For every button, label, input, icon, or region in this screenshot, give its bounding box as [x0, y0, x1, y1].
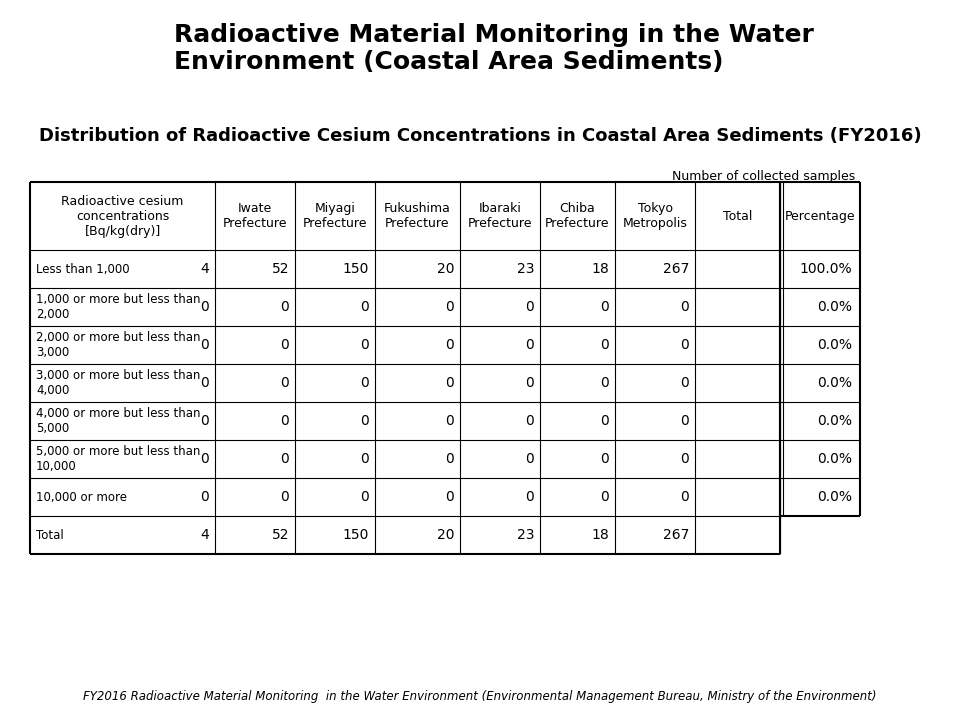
Text: 0: 0 — [201, 415, 209, 428]
Text: 0: 0 — [201, 300, 209, 315]
Text: 0.0%: 0.0% — [817, 300, 852, 315]
Text: 5,000 or more but less than
10,000: 5,000 or more but less than 10,000 — [36, 446, 201, 474]
Text: 0: 0 — [525, 415, 534, 428]
Text: 0: 0 — [445, 490, 454, 505]
Text: 0.0%: 0.0% — [817, 377, 852, 390]
Text: 150: 150 — [343, 528, 369, 542]
Text: 0: 0 — [525, 300, 534, 315]
Text: 0: 0 — [681, 338, 689, 352]
Text: 0.0%: 0.0% — [817, 490, 852, 505]
Text: 0: 0 — [681, 490, 689, 505]
Text: 0: 0 — [681, 452, 689, 467]
Text: 0: 0 — [360, 338, 369, 352]
Text: 20: 20 — [437, 528, 454, 542]
Text: 0: 0 — [681, 415, 689, 428]
Text: 23: 23 — [516, 528, 534, 542]
Text: 0: 0 — [280, 300, 289, 315]
Text: 0: 0 — [600, 452, 609, 467]
Text: 0: 0 — [525, 490, 534, 505]
Text: 23: 23 — [516, 262, 534, 276]
Text: 100.0%: 100.0% — [800, 262, 852, 276]
Text: 0: 0 — [360, 490, 369, 505]
Text: 0: 0 — [681, 300, 689, 315]
Text: 150: 150 — [343, 262, 369, 276]
Text: 0: 0 — [600, 415, 609, 428]
Text: 0: 0 — [360, 415, 369, 428]
Text: 4: 4 — [201, 528, 209, 542]
Text: 0.0%: 0.0% — [817, 452, 852, 467]
Text: 0: 0 — [525, 338, 534, 352]
Text: 0: 0 — [201, 377, 209, 390]
Text: 0: 0 — [201, 490, 209, 505]
Text: Radiation
Monitoring of
Public Water Areas: Radiation Monitoring of Public Water Are… — [0, 24, 161, 73]
Text: 0: 0 — [445, 377, 454, 390]
Text: Tokyo
Metropolis: Tokyo Metropolis — [623, 202, 687, 230]
Text: 3,000 or more but less than
4,000: 3,000 or more but less than 4,000 — [36, 369, 201, 397]
Text: 0.0%: 0.0% — [817, 415, 852, 428]
Text: 10,000 or more: 10,000 or more — [36, 491, 127, 504]
Text: 1,000 or more but less than
2,000: 1,000 or more but less than 2,000 — [36, 294, 201, 321]
Text: Chiba
Prefecture: Chiba Prefecture — [545, 202, 610, 230]
Text: 0: 0 — [445, 452, 454, 467]
Text: 0: 0 — [525, 377, 534, 390]
Text: 0: 0 — [280, 490, 289, 505]
Text: Radioactive cesium
concentrations
[Bq/kg(dry)]: Radioactive cesium concentrations [Bq/kg… — [61, 195, 183, 238]
Text: 0: 0 — [360, 300, 369, 315]
Text: 0: 0 — [525, 452, 534, 467]
Text: Miyagi
Prefecture: Miyagi Prefecture — [302, 202, 368, 230]
Text: 0: 0 — [600, 338, 609, 352]
Text: 18: 18 — [591, 262, 609, 276]
Text: Total: Total — [36, 529, 63, 542]
Text: 0.0%: 0.0% — [817, 338, 852, 352]
Text: Number of collected samples: Number of collected samples — [672, 171, 855, 184]
Text: Total: Total — [723, 210, 753, 223]
Text: 52: 52 — [272, 528, 289, 542]
Text: FY2016 Radioactive Material Monitoring  in the Water Environment (Environmental : FY2016 Radioactive Material Monitoring i… — [84, 690, 876, 703]
Text: 0: 0 — [445, 338, 454, 352]
Text: 0: 0 — [280, 452, 289, 467]
Text: 0: 0 — [445, 415, 454, 428]
Text: Less than 1,000: Less than 1,000 — [36, 263, 130, 276]
Text: 4,000 or more but less than
5,000: 4,000 or more but less than 5,000 — [36, 408, 201, 436]
Text: 0: 0 — [600, 377, 609, 390]
Text: 20: 20 — [437, 262, 454, 276]
Text: 0: 0 — [201, 338, 209, 352]
Text: Fukushima
Prefecture: Fukushima Prefecture — [384, 202, 451, 230]
Text: 267: 267 — [662, 262, 689, 276]
Text: 0: 0 — [280, 338, 289, 352]
Text: 4: 4 — [201, 262, 209, 276]
Text: 0: 0 — [445, 300, 454, 315]
Text: 267: 267 — [662, 528, 689, 542]
Text: 0: 0 — [360, 377, 369, 390]
Text: Distribution of Radioactive Cesium Concentrations in Coastal Area Sediments (FY2: Distribution of Radioactive Cesium Conce… — [38, 127, 922, 145]
Text: 0: 0 — [681, 377, 689, 390]
Text: 0: 0 — [600, 490, 609, 505]
Text: 0: 0 — [280, 377, 289, 390]
Text: Ibaraki
Prefecture: Ibaraki Prefecture — [468, 202, 532, 230]
Text: Radioactive Material Monitoring in the Water
Environment (Coastal Area Sediments: Radioactive Material Monitoring in the W… — [175, 23, 814, 74]
Text: 18: 18 — [591, 528, 609, 542]
Text: 2,000 or more but less than
3,000: 2,000 or more but less than 3,000 — [36, 331, 201, 359]
Text: 0: 0 — [201, 452, 209, 467]
Text: 52: 52 — [272, 262, 289, 276]
Text: 0: 0 — [600, 300, 609, 315]
Text: 0: 0 — [360, 452, 369, 467]
Text: Percentage: Percentage — [784, 210, 855, 223]
Text: 0: 0 — [280, 415, 289, 428]
Text: Iwate
Prefecture: Iwate Prefecture — [223, 202, 287, 230]
